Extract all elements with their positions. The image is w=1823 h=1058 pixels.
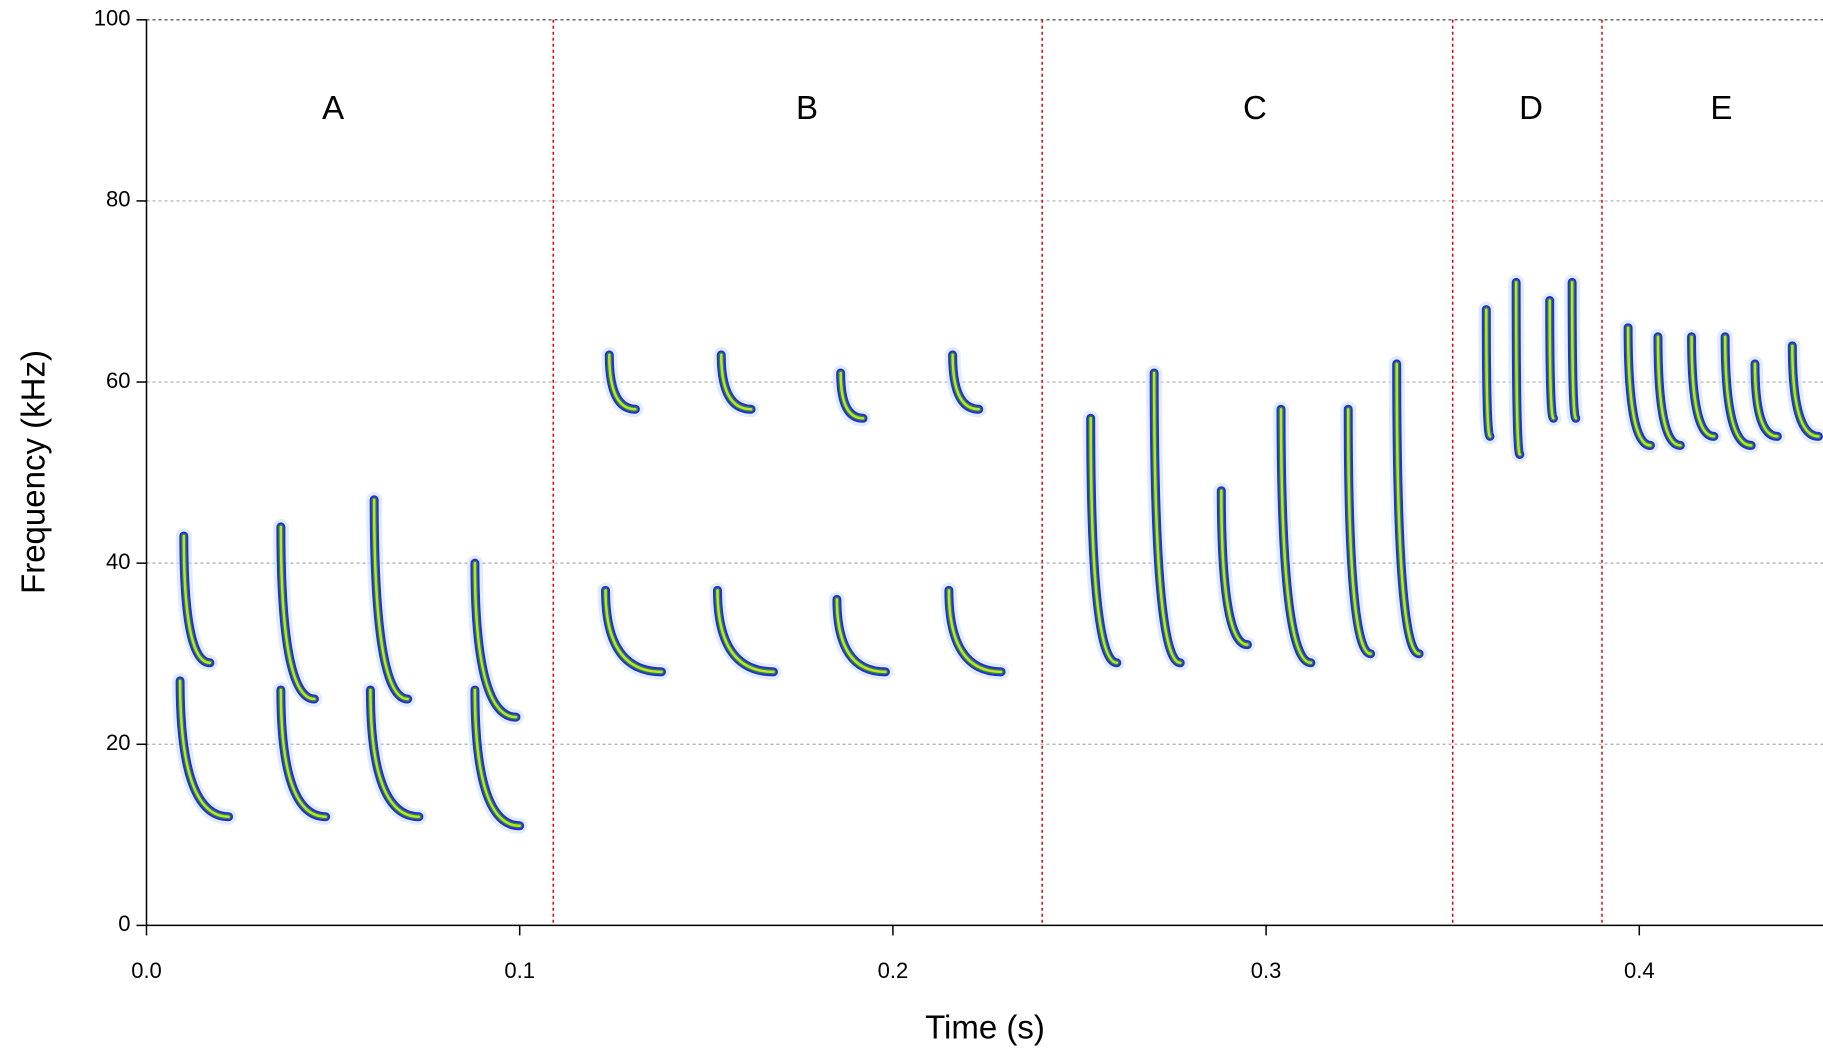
segment-label: C bbox=[1243, 89, 1267, 126]
y-tick-label: 100 bbox=[94, 6, 131, 31]
y-tick-label: 60 bbox=[106, 368, 130, 393]
x-axis-label: Time (s) bbox=[925, 1009, 1045, 1046]
x-tick-label: 0.4 bbox=[1624, 958, 1655, 983]
x-tick-label: 0.2 bbox=[878, 958, 909, 983]
y-tick-label: 0 bbox=[118, 911, 130, 936]
y-tick-label: 40 bbox=[106, 549, 130, 574]
x-tick-label: 0.1 bbox=[504, 958, 535, 983]
call bbox=[606, 590, 662, 672]
x-tick-label: 0.0 bbox=[131, 958, 162, 983]
y-tick-label: 80 bbox=[106, 187, 130, 212]
call bbox=[717, 590, 773, 672]
segment-label: B bbox=[796, 89, 818, 126]
plot-area bbox=[147, 20, 1823, 926]
x-tick-label: 0.3 bbox=[1251, 958, 1282, 983]
segment-label: E bbox=[1710, 89, 1732, 126]
y-axis-label: Frequency (kHz) bbox=[15, 350, 52, 594]
segment-label: D bbox=[1519, 89, 1543, 126]
segment-label: A bbox=[322, 89, 344, 126]
y-tick-label: 20 bbox=[106, 730, 130, 755]
